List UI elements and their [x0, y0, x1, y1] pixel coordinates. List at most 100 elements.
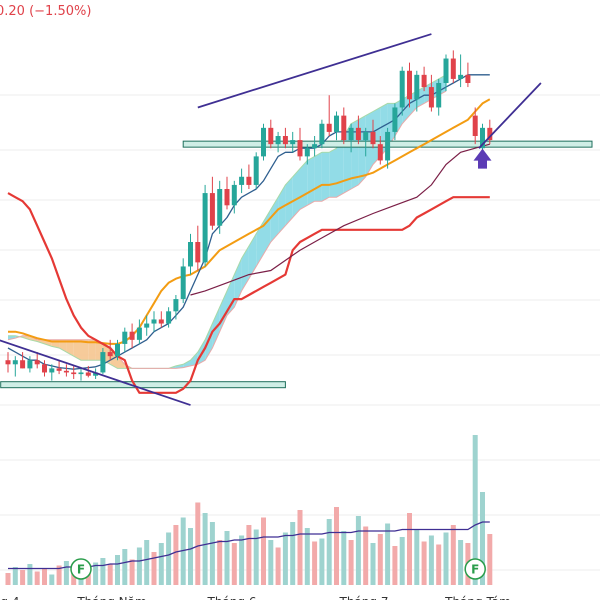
ichimoku-cloud: [7, 74, 447, 369]
cloud-segment: [307, 156, 315, 206]
candle-body: [282, 136, 288, 145]
volume-bar: [472, 435, 478, 585]
candle-body: [392, 107, 398, 132]
volume-bar: [385, 523, 391, 585]
support-zone: [0, 381, 286, 389]
candle-body: [173, 299, 179, 312]
volume-bar: [392, 546, 398, 585]
candle-body: [385, 131, 391, 161]
candle-body: [377, 144, 383, 161]
volume-bar: [42, 568, 47, 585]
senkou-span-a: [8, 74, 447, 369]
candle-body: [122, 331, 128, 344]
volume-bar: [268, 540, 274, 585]
candle-body: [224, 189, 230, 206]
volume-bar: [115, 555, 120, 585]
volume-bar: [107, 564, 113, 585]
candle-body: [239, 176, 245, 185]
volume-bar: [129, 559, 135, 585]
flag-marker: F: [464, 558, 486, 580]
cloud-segment: [66, 339, 74, 357]
volume-bar: [443, 532, 449, 585]
candle-body: [334, 115, 339, 132]
cloud-segment: [256, 221, 264, 267]
cloud-segment: [234, 258, 242, 308]
volume-bar: [414, 529, 420, 585]
candle-body: [297, 140, 303, 157]
cloud-segment: [248, 233, 257, 279]
candle-body: [27, 360, 33, 369]
volume-bar: [421, 541, 427, 585]
candle-body: [231, 184, 237, 206]
candle-body: [443, 58, 449, 83]
candle-body: [290, 140, 296, 145]
cloud-segment: [117, 356, 125, 369]
volume-bar: [195, 502, 201, 585]
candle-body: [450, 58, 456, 79]
volume-bar: [224, 531, 230, 585]
trendline: [478, 82, 542, 149]
volume-bar: [188, 528, 193, 585]
volume-bar: [450, 525, 456, 585]
volume-bar: [158, 543, 164, 585]
volume-bar: [202, 513, 208, 585]
ma-line: [8, 98, 491, 345]
volume-bar: [49, 574, 55, 585]
volume-bar: [370, 543, 376, 585]
candle-body: [115, 343, 120, 357]
candle-body: [209, 193, 215, 226]
candle-body: [180, 266, 186, 300]
volume-bar: [85, 571, 91, 585]
candle-body: [151, 319, 157, 324]
volume-bar: [27, 564, 33, 585]
x-axis-label: Tháng 6: [207, 595, 257, 600]
flag-label: F: [77, 563, 85, 577]
flag-circle: [70, 558, 92, 580]
volume-bar: [253, 529, 259, 585]
candle-body: [465, 74, 471, 83]
candle-body: [5, 360, 11, 365]
volume-bar: [407, 513, 412, 585]
grid-lines: [0, 94, 600, 571]
volume-bar: [399, 537, 405, 585]
cloud-segment: [227, 274, 235, 316]
volume-bar: [261, 517, 266, 585]
volume-bar: [290, 522, 296, 585]
volume-bar: [436, 544, 442, 585]
up-arrow-marker: [473, 148, 492, 169]
candle-body: [407, 70, 412, 100]
trendline: [197, 33, 432, 109]
candle-body: [268, 127, 274, 145]
candle-body: [436, 83, 442, 108]
volume-bar: [282, 532, 288, 585]
volume-bar: [5, 573, 11, 585]
x-axis: Tháng 4 Tháng Năm Tháng 6 Tháng 7 Tháng Tám: [0, 595, 511, 600]
candle-body: [42, 364, 47, 373]
volume-bar: [239, 535, 245, 585]
x-axis-label: Tháng 7: [339, 595, 389, 600]
candle-body: [34, 360, 40, 365]
candle-body: [166, 311, 172, 324]
candle-body: [56, 368, 62, 371]
candle-body: [253, 156, 259, 185]
candle-body: [217, 189, 223, 226]
candle-body: [100, 352, 106, 373]
candles: [5, 50, 493, 381]
flag-circle: [464, 558, 486, 580]
candle-body: [355, 127, 361, 141]
cloud-segment: [314, 152, 322, 202]
cloud-segment: [278, 184, 286, 234]
volume-bar: [209, 522, 215, 585]
volume-bar: [93, 562, 99, 585]
kijun-sen-line: [7, 192, 490, 394]
cloud-segment: [329, 148, 337, 198]
candle-body: [275, 136, 281, 145]
candle-body: [49, 368, 55, 373]
volume-bar: [151, 552, 157, 585]
candle-body: [71, 372, 77, 375]
volume-bar: [377, 534, 383, 585]
candle-body: [363, 131, 369, 141]
cloud-segment: [285, 176, 293, 226]
